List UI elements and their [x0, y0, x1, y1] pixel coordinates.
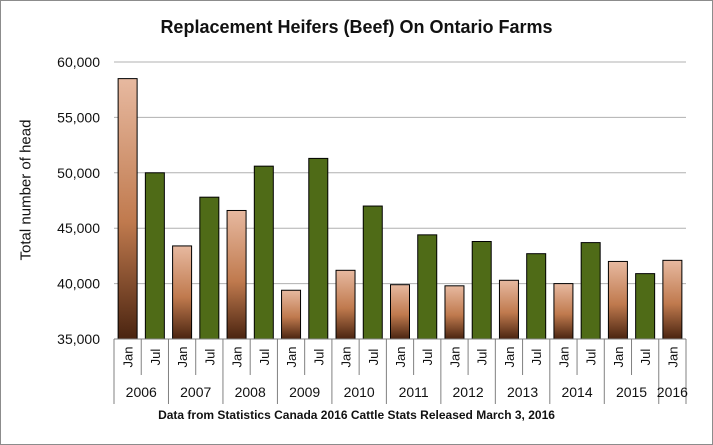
- x-tick-label-year: 2009: [289, 384, 320, 400]
- x-tick-label-month: Jul: [529, 349, 544, 366]
- x-tick-label-year: 2015: [616, 384, 647, 400]
- bar-jul-2015: [635, 273, 656, 340]
- x-tick-label-month: Jul: [366, 349, 381, 366]
- y-tick-label: 50,000: [57, 165, 100, 181]
- y-tick-label: 40,000: [57, 276, 100, 292]
- bar-jan-2006: [117, 78, 138, 340]
- bar-jul-2007: [199, 196, 220, 340]
- x-tick-label-month: Jul: [202, 349, 217, 366]
- x-tick-label-month: Jul: [148, 349, 163, 366]
- x-tick-label-year: 2011: [399, 384, 429, 400]
- bar-jul-2009: [308, 157, 329, 340]
- x-tick-label-year: 2014: [561, 384, 592, 400]
- bar-jul-2012: [471, 240, 492, 340]
- x-tick-label-month: Jan: [230, 347, 245, 368]
- x-tick-label-month: Jul: [638, 349, 653, 366]
- x-tick-label-month: Jan: [339, 347, 354, 368]
- x-tick-label-year: 2008: [235, 384, 266, 400]
- x-tick-label-month: Jan: [393, 347, 408, 368]
- source-note: Data from Statistics Canada 2016 Cattle …: [158, 408, 555, 422]
- y-tick-label: 55,000: [57, 109, 100, 125]
- x-tick-label-month: Jul: [257, 349, 272, 366]
- bar-jul-2011: [417, 234, 438, 340]
- x-tick-label-month: Jul: [420, 349, 435, 366]
- bar-jul-2008: [253, 165, 274, 340]
- bar-jan-2013: [498, 279, 519, 340]
- x-tick-label-month: Jan: [611, 347, 626, 368]
- y-axis-ticks: 35,000 40,000 45,000 50,000 55,000 60,000: [57, 54, 100, 347]
- bar-jul-2006: [144, 172, 165, 340]
- x-tick-label-year: 2010: [344, 384, 375, 400]
- x-tick-label-month: Jan: [121, 347, 136, 368]
- bar-jan-2016: [662, 259, 683, 340]
- chart-title: Replacement Heifers (Beef) On Ontario Fa…: [160, 17, 553, 37]
- y-tick-label: 45,000: [57, 220, 100, 236]
- y-tick-label: 35,000: [57, 331, 100, 347]
- bar-jan-2007: [172, 245, 193, 340]
- x-tick-label-month: Jan: [556, 347, 571, 368]
- bar-jan-2011: [390, 284, 410, 340]
- x-tick-label-month: Jul: [311, 349, 326, 366]
- bar-jan-2009: [281, 289, 302, 340]
- x-tick-label-month: Jan: [175, 347, 190, 368]
- bar-jan-2008: [226, 209, 247, 340]
- x-tick-label-month: Jan: [284, 347, 299, 368]
- x-tick-label-year: 2012: [453, 384, 484, 400]
- x-axis-labels: Jan Jul Jan Jul Jan Jul Jan Jul Jan Jul Jan Jul Jan J…: [121, 347, 689, 400]
- bar-jan-2012: [444, 285, 465, 340]
- bar-jan-2014: [553, 283, 574, 340]
- bar-jan-2015: [607, 260, 628, 340]
- x-tick-label-year: 2013: [507, 384, 538, 400]
- x-tick-label-month: Jan: [502, 347, 517, 368]
- bar-jul-2014: [580, 242, 601, 340]
- bar-jul-2010: [362, 205, 383, 340]
- bar-jan-2010: [335, 269, 356, 340]
- x-tick-label-year: 2007: [180, 384, 211, 400]
- x-tick-label-month: Jul: [475, 349, 490, 366]
- y-tick-label: 60,000: [57, 54, 100, 70]
- x-tick-label-month: Jan: [665, 347, 680, 368]
- x-tick-label-year: 2016: [657, 384, 688, 400]
- x-tick-label-year: 2006: [126, 384, 157, 400]
- bar-jul-2013: [526, 253, 547, 340]
- x-tick-label-month: Jan: [447, 347, 462, 368]
- x-tick-label-month: Jul: [584, 349, 599, 366]
- bars: [117, 78, 683, 340]
- x-axis: [113, 338, 687, 404]
